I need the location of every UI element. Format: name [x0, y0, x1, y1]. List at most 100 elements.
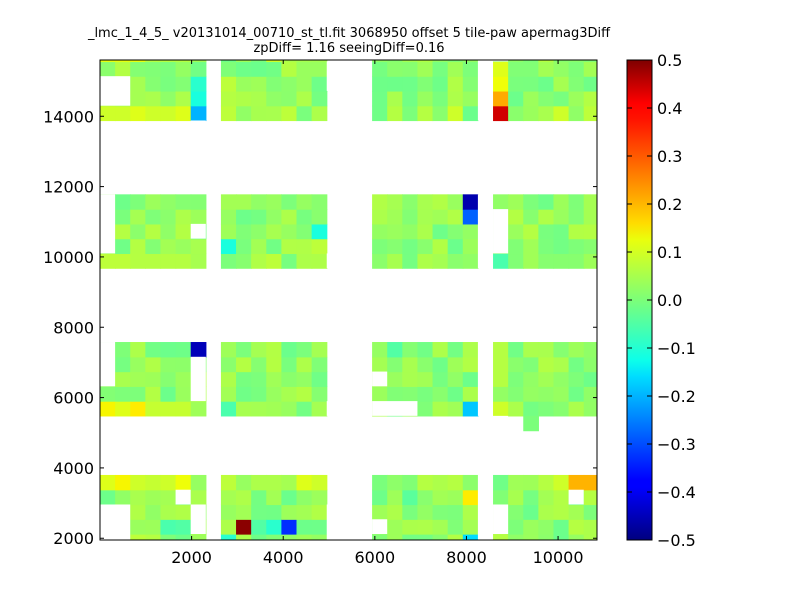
heatmap-cell — [266, 90, 282, 107]
y-tick-label: 6000 — [53, 389, 94, 408]
heatmap-cell — [115, 401, 131, 417]
heatmap-cell — [296, 194, 313, 210]
heatmap-cell — [402, 238, 419, 255]
heatmap-cell — [160, 401, 177, 417]
heatmap-cell — [402, 194, 419, 210]
heatmap-cell — [432, 61, 449, 77]
heatmap-cell — [130, 223, 146, 240]
heatmap-cell — [160, 356, 177, 373]
x-tick-label: 10000 — [533, 548, 584, 567]
heatmap-cell — [266, 401, 282, 417]
y-tick-label: 12000 — [43, 178, 94, 197]
heatmap-cell — [372, 61, 388, 77]
heatmap-cell — [447, 223, 464, 240]
heatmap-cell — [175, 76, 192, 92]
heatmap-cell — [130, 534, 146, 540]
colorbar-axis: −0.5 −0.4 −0.3 −0.2 −0.1 0.0 0.1 0.2 0.3 0.4 0.5 — [627, 51, 696, 550]
heatmap-cell — [432, 253, 449, 269]
heatmap-cell — [583, 489, 597, 506]
heatmap-cell — [568, 519, 585, 535]
heatmap-cell — [508, 60, 524, 63]
heatmap-cell — [220, 519, 237, 535]
x-axis: 2000 4000 6000 8000 10000 — [171, 60, 584, 567]
heatmap-cell — [175, 519, 192, 535]
heatmap-cell — [508, 489, 524, 506]
heatmap-cell — [175, 105, 192, 122]
heatmap-cell — [175, 534, 192, 540]
heatmap-cell — [296, 519, 313, 535]
heatmap-cell — [251, 194, 267, 210]
heatmap-cell — [553, 209, 570, 225]
heatmap-cell — [387, 371, 403, 387]
empty-tile — [100, 194, 116, 254]
heatmap-cell — [538, 386, 555, 402]
empty-tile — [493, 60, 509, 62]
heatmap-cell — [311, 60, 328, 63]
heatmap-cell — [190, 194, 207, 210]
heatmap-cell — [266, 356, 282, 373]
heatmap-cell — [523, 253, 539, 269]
heatmap-cell — [130, 401, 146, 417]
heatmap-cell — [251, 105, 267, 122]
heatmap-cell — [387, 238, 403, 255]
heatmap-cell — [553, 223, 570, 240]
heatmap-cell — [493, 90, 509, 107]
empty-tile — [493, 504, 509, 535]
x-tick-label: 6000 — [354, 548, 395, 567]
heatmap-cell — [568, 474, 585, 491]
heatmap-cell — [281, 223, 298, 240]
heatmap-cell — [220, 194, 237, 210]
colorbar-tick-label: −0.5 — [657, 531, 696, 550]
heatmap-cell — [553, 534, 570, 540]
heatmap-cell — [145, 90, 162, 107]
heatmap-cell — [160, 474, 177, 491]
heatmap-cell — [251, 76, 267, 92]
heatmap-cell — [296, 61, 313, 77]
heatmap-cell — [417, 223, 434, 240]
heatmap-cell — [251, 489, 267, 506]
empty-tile — [341, 60, 357, 62]
heatmap-cell — [432, 60, 449, 63]
heatmap-cell — [311, 61, 328, 77]
heatmap-cell — [372, 76, 388, 92]
heatmap-cell — [190, 60, 207, 63]
colorbar-tick-label: 0.2 — [657, 195, 682, 214]
heatmap-cell — [402, 342, 419, 358]
heatmap-cell — [296, 504, 313, 520]
heatmap-cell — [145, 504, 162, 520]
heatmap-cell — [538, 76, 555, 92]
colorbar-tick-label: −0.2 — [657, 387, 696, 406]
heatmap-cell — [493, 356, 509, 373]
heatmap-cell — [568, 534, 585, 540]
heatmap-cell — [175, 474, 192, 491]
heatmap-cell — [190, 76, 207, 92]
heatmap-cell — [523, 209, 539, 225]
heatmap-cell — [508, 238, 524, 255]
heatmap-cell — [462, 371, 479, 387]
heatmap-cell — [568, 386, 585, 402]
heatmap-cell — [372, 386, 388, 402]
heatmap-cell — [160, 90, 177, 107]
heatmap-cell — [553, 519, 570, 535]
heatmap-cell — [402, 386, 419, 402]
heatmap-cell — [387, 209, 403, 225]
heatmap-cell — [115, 105, 131, 122]
heatmap-cell — [190, 534, 207, 540]
heatmap-cell — [190, 90, 207, 107]
heatmap-cell — [538, 534, 555, 540]
heatmap-cell — [175, 61, 192, 77]
heatmap-cell — [175, 504, 192, 520]
heatmap-cell — [251, 90, 267, 107]
heatmap-cell — [387, 534, 403, 540]
colorbar-tick-label: 0.4 — [657, 99, 682, 118]
heatmap-cell — [447, 474, 464, 491]
heatmap-cell — [220, 342, 237, 358]
heatmap-cell — [130, 209, 146, 225]
heatmap-cell — [311, 534, 328, 540]
heatmap-cell — [281, 356, 298, 373]
heatmap-cell — [417, 105, 434, 122]
heatmap-cell — [236, 253, 252, 269]
heatmap-cell — [372, 223, 388, 240]
heatmap-cell — [145, 253, 162, 269]
